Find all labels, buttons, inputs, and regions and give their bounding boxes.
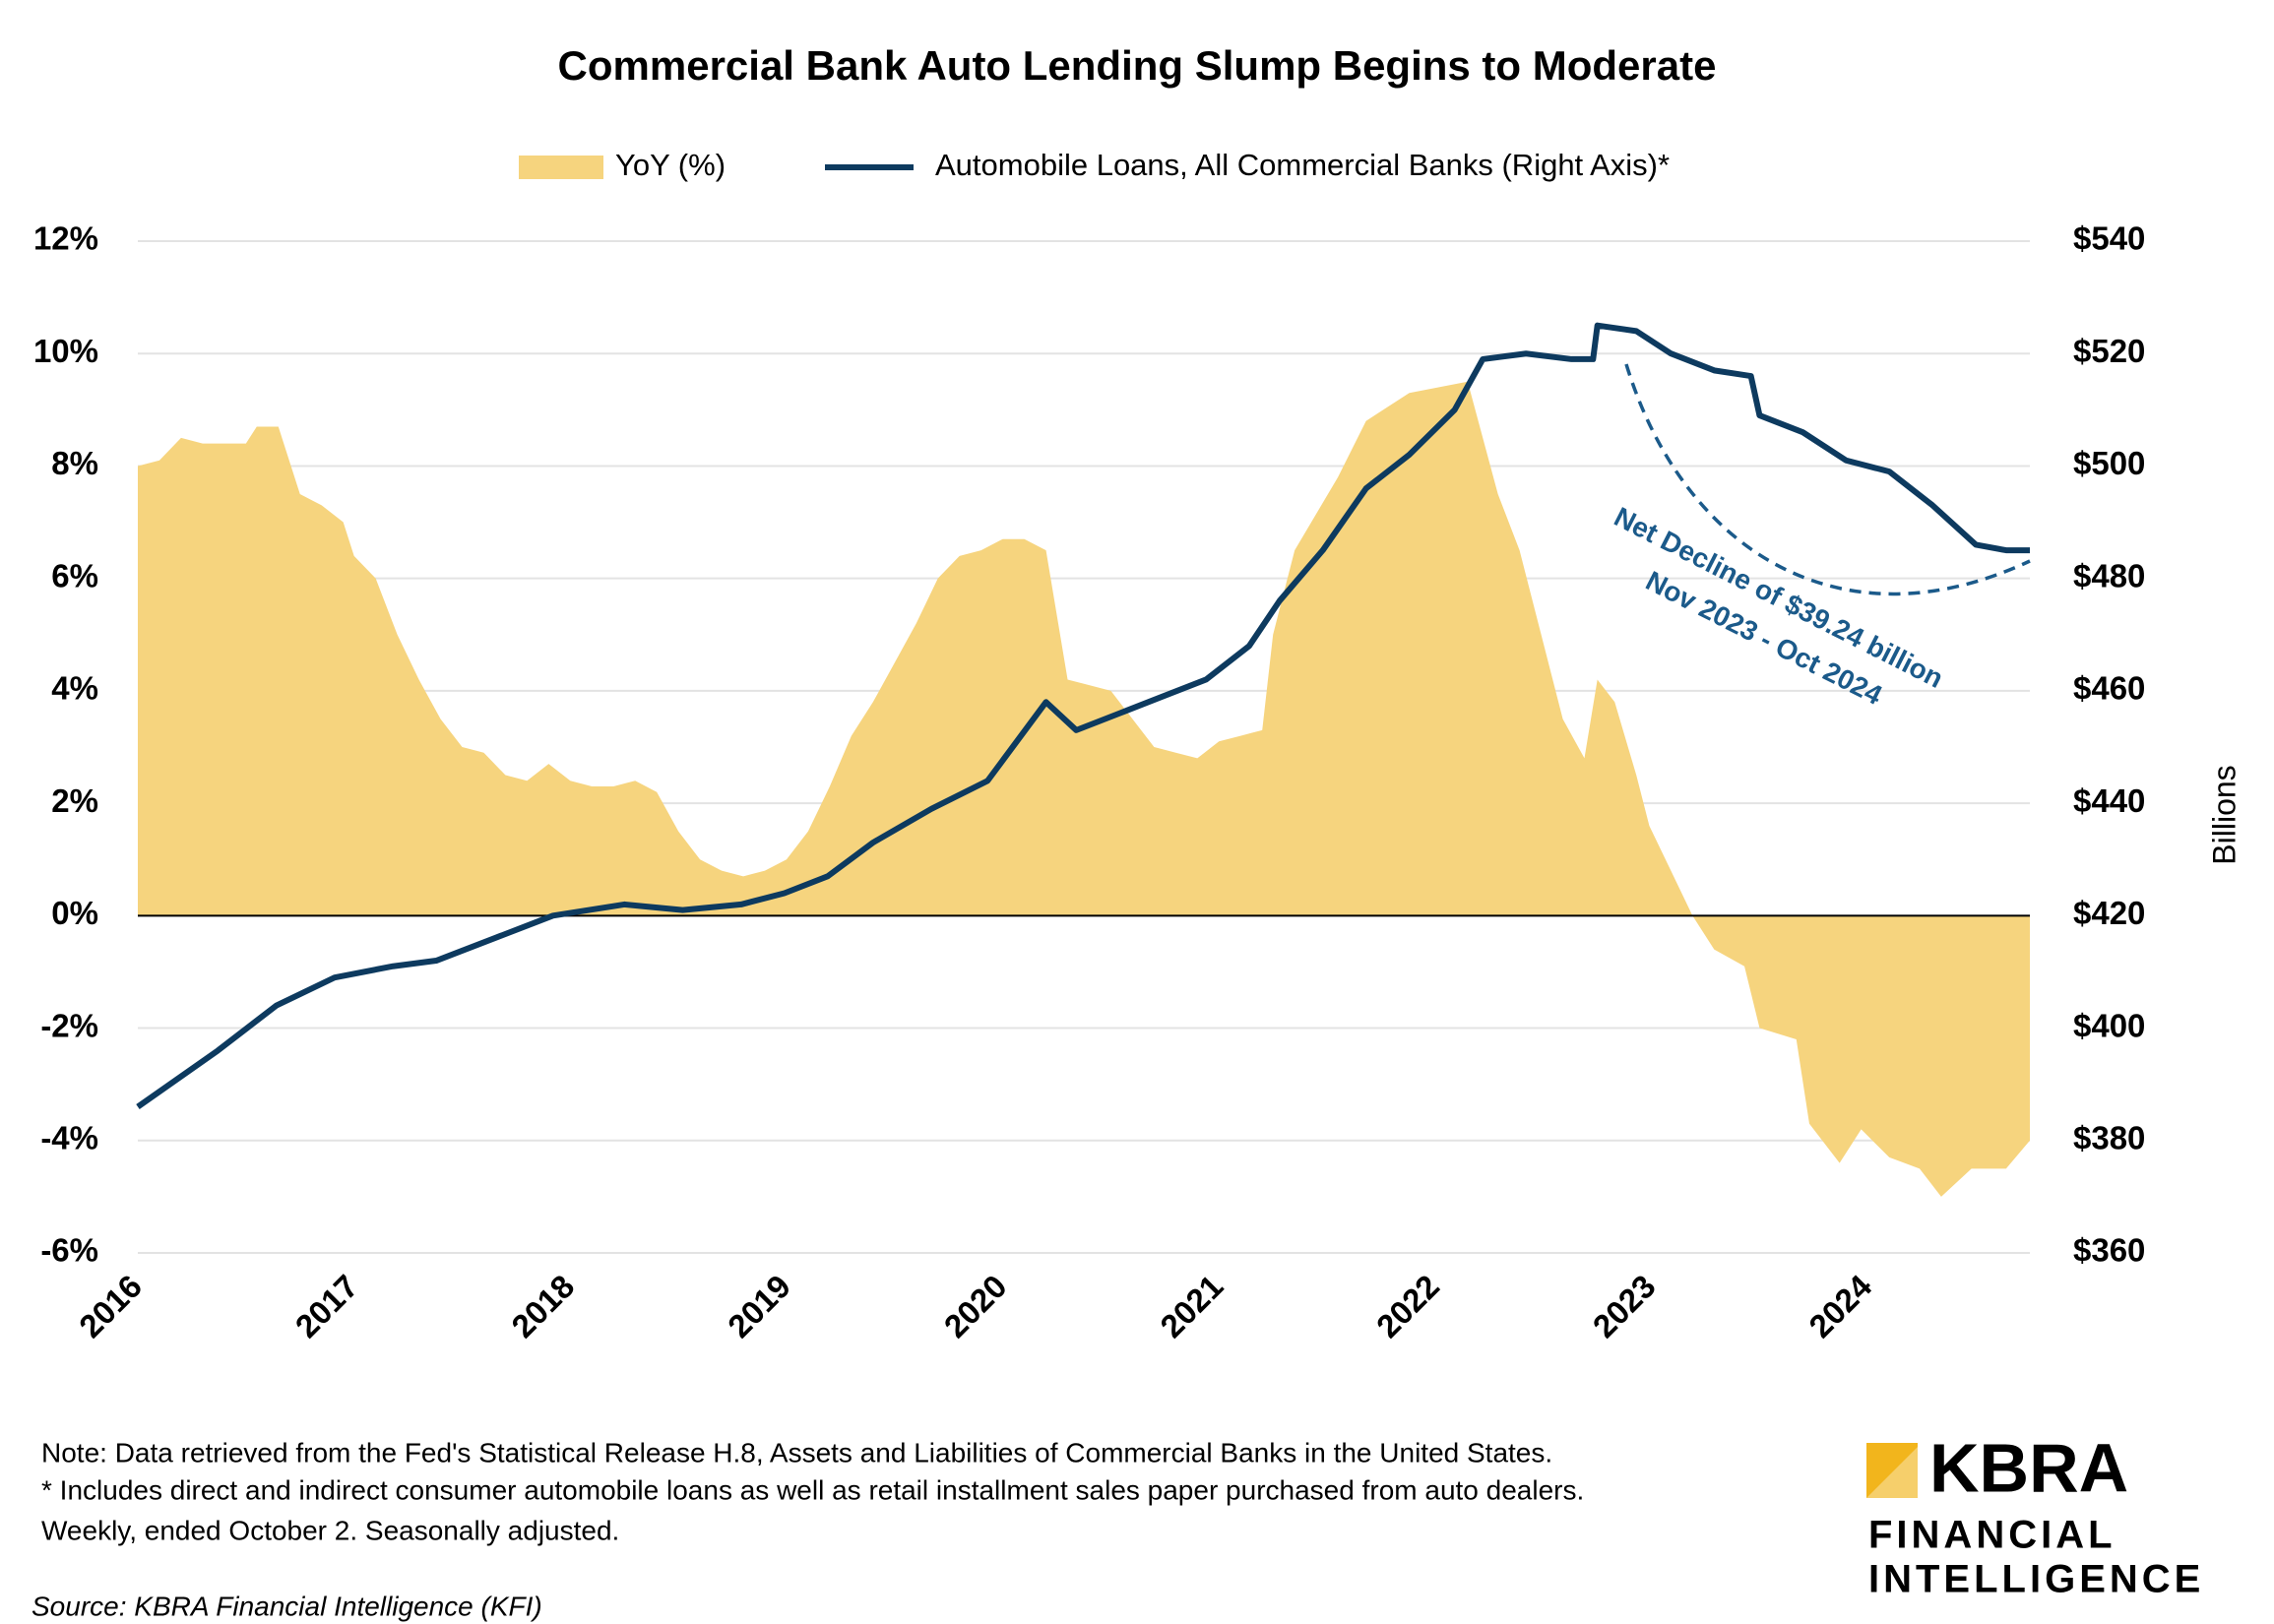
y2-axis-label: Billions bbox=[2206, 765, 2242, 864]
line bbox=[136, 322, 2030, 1109]
note: * Includes direct and indirect consumer … bbox=[41, 1474, 1584, 1505]
y-tick-label: -4% bbox=[40, 1119, 98, 1156]
y2-tick-label: $540 bbox=[2073, 220, 2145, 257]
y2-tick-label: $520 bbox=[2073, 333, 2145, 369]
x-tick-label: 2021 bbox=[1153, 1268, 1230, 1344]
y2-tick-label: $360 bbox=[2073, 1232, 2145, 1269]
y-tick-label: 12% bbox=[33, 220, 98, 257]
y-tick-label: 8% bbox=[51, 445, 98, 481]
y2-tick-label: $500 bbox=[2073, 445, 2145, 481]
area bbox=[138, 381, 2030, 1197]
y2-tick-label: $400 bbox=[2073, 1007, 2145, 1043]
y2-tick-label: $460 bbox=[2073, 670, 2145, 707]
legend-label: Automobile Loans, All Commercial Banks (… bbox=[935, 148, 1670, 182]
annotation-arc bbox=[1624, 363, 2031, 596]
logo-mark-shade bbox=[1866, 1447, 1918, 1498]
y2-tick-label: $480 bbox=[2073, 557, 2145, 593]
y-tick-label: 4% bbox=[51, 670, 98, 707]
chart-title: Commercial Bank Auto Lending Slump Begin… bbox=[558, 42, 1717, 89]
y-tick-label: 6% bbox=[51, 557, 98, 593]
grid bbox=[138, 240, 2030, 1254]
y-tick-label: 0% bbox=[51, 895, 98, 931]
logo: KBRA FINANCIAL INTELLIGENCE bbox=[1866, 1429, 2204, 1601]
legend-label: YoY (%) bbox=[615, 148, 726, 182]
y-tick-label: 2% bbox=[51, 782, 98, 819]
y2-tick-label: $440 bbox=[2073, 782, 2145, 819]
y2-tick-label: $380 bbox=[2073, 1119, 2145, 1156]
logo-line: FINANCIAL bbox=[1868, 1514, 2116, 1557]
x-tick-label: 2022 bbox=[1369, 1268, 1446, 1344]
note: Note: Data retrieved from the Fed's Stat… bbox=[41, 1437, 1552, 1468]
y-tick-label: -2% bbox=[40, 1007, 98, 1043]
y-tick-label: 10% bbox=[33, 333, 98, 369]
note: Weekly, ended October 2. Seasonally adju… bbox=[41, 1515, 619, 1545]
legend-swatch bbox=[519, 156, 603, 179]
logo-line: INTELLIGENCE bbox=[1868, 1558, 2204, 1601]
logo-brand: KBRA bbox=[1929, 1429, 2128, 1506]
x-tick-label: 2016 bbox=[72, 1268, 149, 1344]
x-tick-label: 2024 bbox=[1801, 1268, 1879, 1345]
y-tick-label: -6% bbox=[40, 1232, 98, 1269]
x-tick-label: 2018 bbox=[504, 1268, 581, 1344]
x-tick-label: 2019 bbox=[721, 1268, 797, 1344]
x-tick-label: 2020 bbox=[937, 1268, 1014, 1344]
logo-mark bbox=[1866, 1443, 1918, 1498]
source: Source: KBRA Financial Intelligence (KFI… bbox=[32, 1591, 542, 1621]
x-tick-label: 2023 bbox=[1586, 1268, 1663, 1344]
y2-tick-label: $420 bbox=[2073, 895, 2145, 931]
x-tick-label: 2017 bbox=[288, 1268, 365, 1344]
